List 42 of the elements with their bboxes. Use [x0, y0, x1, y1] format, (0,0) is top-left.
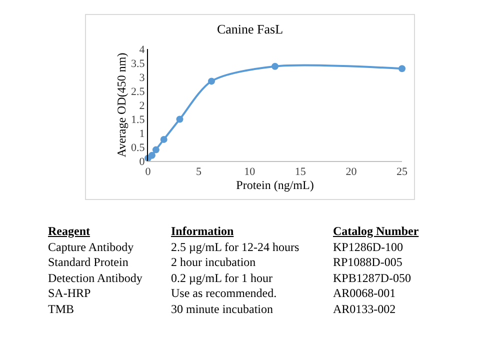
y-tick-label: 2.5: [131, 86, 146, 98]
x-tick-label: 10: [244, 166, 256, 178]
y-axis-title: Average OD(450 nm): [114, 52, 128, 158]
y-tick-label: 1: [139, 128, 145, 140]
y-tick-label: 0: [139, 156, 146, 168]
text: Standard Protein: [48, 255, 130, 270]
y-tick-label: 4: [139, 44, 146, 56]
text: 0.2 µg/mL for 1 hour: [171, 270, 274, 286]
y-tick-label: 2: [139, 100, 145, 112]
text: KPB1287D-050: [333, 270, 412, 286]
y-tick-label: 1.5: [131, 114, 146, 126]
point: [148, 152, 156, 159]
point: [208, 78, 215, 85]
text: AR0068-001: [333, 286, 397, 302]
text: AR0133-002: [333, 302, 397, 317]
point: [160, 136, 168, 143]
text: 2.5 µg/mL for 12-24 hours: [171, 240, 300, 255]
chart-title: Canine FasL: [216, 21, 284, 36]
text: TMB: [48, 302, 76, 317]
text: Information: [171, 224, 235, 240]
text: 2 hour incubation: [171, 255, 257, 270]
x-tick-label: 5: [196, 166, 202, 178]
point: [152, 146, 160, 154]
text: Capture Antibody: [48, 240, 135, 255]
x-tick-label: 20: [346, 166, 358, 178]
point: [398, 65, 406, 72]
y-tick-label: 0.5: [131, 142, 146, 154]
x-tick-label: 25: [396, 166, 408, 178]
text: Catalog Number: [333, 224, 420, 240]
x-tick-label: 15: [294, 166, 306, 178]
point: [176, 116, 184, 123]
text: 30 minute incubation: [171, 302, 274, 317]
text: KP1286D-100: [333, 240, 404, 255]
text: SA-HRP: [48, 286, 92, 302]
x-axis-title: Protein (ng/mL): [236, 178, 314, 192]
point: [272, 62, 278, 70]
text: Reagent: [48, 224, 91, 240]
text: RP1088D-005: [333, 255, 404, 270]
y-tick-label: 3.5: [131, 58, 146, 70]
text: Use as recommended.: [171, 286, 278, 302]
y-tick-label: 3: [139, 72, 146, 84]
text: Detection Antibody: [48, 270, 144, 286]
